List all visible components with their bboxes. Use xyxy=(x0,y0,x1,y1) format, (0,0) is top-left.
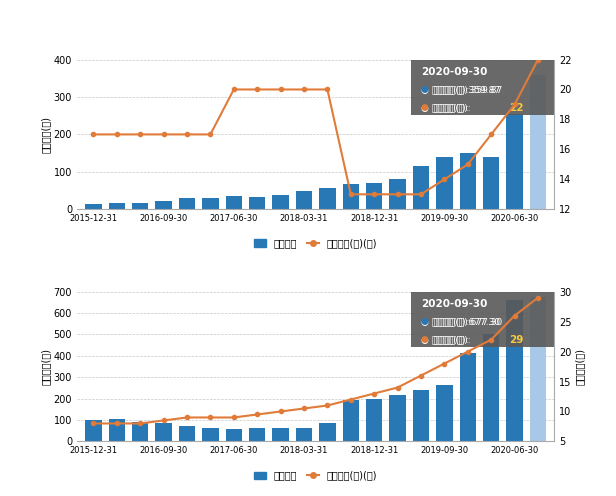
Y-axis label: 资产净值(亿): 资产净值(亿) xyxy=(41,116,51,153)
Text: 2020-09-30: 2020-09-30 xyxy=(421,67,487,77)
Bar xyxy=(413,166,429,209)
Text: ● 基金数量(只):: ● 基金数量(只): xyxy=(421,335,468,344)
Bar xyxy=(413,390,429,441)
Legend: 管理规模, 基金数量(只)(右): 管理规模, 基金数量(只)(右) xyxy=(251,467,381,485)
Bar xyxy=(108,419,125,441)
Bar xyxy=(108,202,125,209)
Text: 资产净值(亿):359.87: 资产净值(亿):359.87 xyxy=(431,85,503,94)
Bar xyxy=(155,201,172,209)
Bar xyxy=(342,400,359,441)
Bar xyxy=(483,334,500,441)
Bar xyxy=(85,420,102,441)
Bar xyxy=(436,385,453,441)
Bar xyxy=(155,423,172,441)
Text: 基金数量(只):: 基金数量(只): xyxy=(431,335,471,344)
Bar xyxy=(530,74,546,209)
Text: ●: ● xyxy=(421,103,429,112)
Text: ●: ● xyxy=(421,335,429,344)
Bar xyxy=(389,395,406,441)
Text: 2020-09-30: 2020-09-30 xyxy=(421,299,487,309)
FancyBboxPatch shape xyxy=(411,292,554,347)
Bar xyxy=(436,157,453,209)
Bar xyxy=(272,195,289,209)
Bar xyxy=(319,187,336,209)
Text: ●: ● xyxy=(421,85,429,94)
Text: 22: 22 xyxy=(509,103,524,113)
Bar xyxy=(342,184,359,209)
Bar xyxy=(225,429,242,441)
Bar xyxy=(132,203,148,209)
Bar xyxy=(460,153,476,209)
Bar xyxy=(366,183,383,209)
Bar xyxy=(296,191,312,209)
Text: ● 基金数量(只):: ● 基金数量(只): xyxy=(421,103,468,112)
Text: ● 资产净值(亿):359.87: ● 资产净值(亿):359.87 xyxy=(421,85,500,94)
Bar xyxy=(85,204,102,209)
Bar xyxy=(296,428,312,441)
Text: ● 资产净值(亿):677.30: ● 资产净值(亿):677.30 xyxy=(421,317,500,326)
Bar xyxy=(249,428,265,441)
Text: ●: ● xyxy=(421,317,429,326)
Bar xyxy=(319,423,336,441)
Y-axis label: 资产净值(亿): 资产净值(亿) xyxy=(41,348,51,385)
Text: 资产净值(亿):677.30: 资产净值(亿):677.30 xyxy=(431,317,503,326)
Bar xyxy=(225,196,242,209)
Bar xyxy=(132,422,148,441)
Bar xyxy=(179,427,195,441)
Bar xyxy=(249,197,265,209)
Bar xyxy=(506,114,523,209)
Bar xyxy=(366,399,383,441)
Bar xyxy=(460,353,476,441)
Y-axis label: 基金数量(只): 基金数量(只) xyxy=(575,348,585,385)
Text: 基金数量(只):: 基金数量(只): xyxy=(431,103,471,112)
Legend: 管理规模, 基金数量(只)(右): 管理规模, 基金数量(只)(右) xyxy=(251,235,381,252)
Bar xyxy=(272,428,289,441)
Bar xyxy=(179,198,195,209)
Bar xyxy=(483,157,500,209)
FancyBboxPatch shape xyxy=(411,60,554,115)
Bar xyxy=(506,300,523,441)
Bar xyxy=(202,198,219,209)
Text: 29: 29 xyxy=(509,335,524,345)
Bar xyxy=(202,428,219,441)
Bar xyxy=(389,180,406,209)
Bar xyxy=(530,297,546,441)
